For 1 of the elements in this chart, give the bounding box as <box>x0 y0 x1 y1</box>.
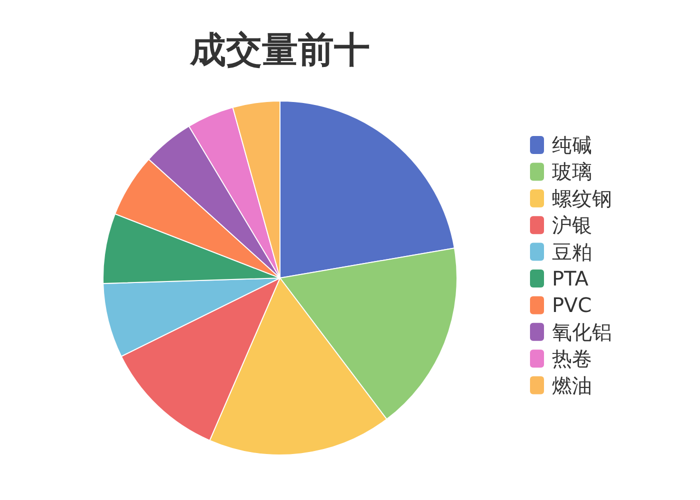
title: 成交量前十 <box>190 30 370 71</box>
